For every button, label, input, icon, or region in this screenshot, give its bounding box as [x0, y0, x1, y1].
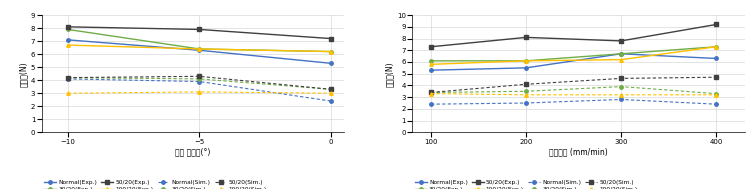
X-axis label: 가공속도 (mm/min): 가공속도 (mm/min) [549, 147, 608, 156]
Legend: Normal(Exp.), 30/20(Exp.), 50/20(Exp.), 100/20(Exp.), Normal(Sim.), 30/20(Sim.),: Normal(Exp.), 30/20(Exp.), 50/20(Exp.), … [415, 180, 637, 189]
Y-axis label: 절삭력(N): 절삭력(N) [385, 61, 394, 87]
X-axis label: 공구 상면각(°): 공구 상면각(°) [175, 147, 210, 156]
Legend: Normal(Exp.), 30/20(Exp.), 50/20(Exp.), 100/20(Exp.), Normal(Sim.), 30/20(Sim.),: Normal(Exp.), 30/20(Exp.), 50/20(Exp.), … [45, 180, 267, 189]
Y-axis label: 절삭력(N): 절삭력(N) [19, 61, 28, 87]
